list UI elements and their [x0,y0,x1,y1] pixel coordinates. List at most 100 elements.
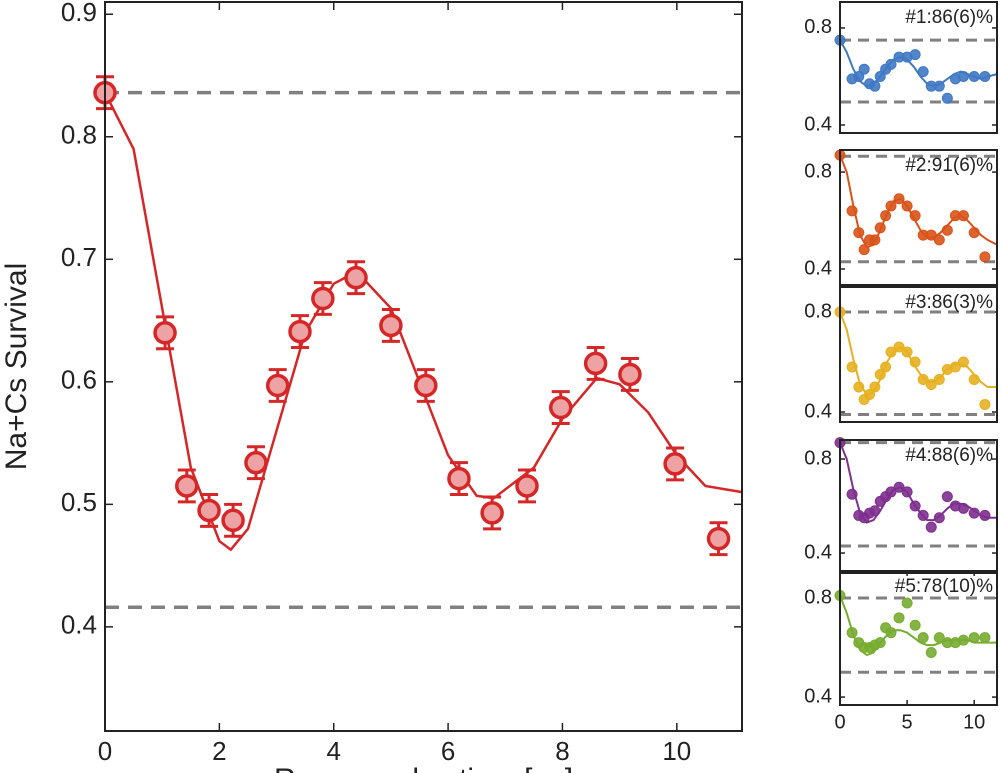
data-point [885,200,897,212]
data-point [925,229,937,241]
y-axis-label: Na+Cs Survival [0,263,33,471]
data-point [197,498,221,523]
axes-box [839,1,998,134]
data-point [853,70,865,82]
data-point [447,466,471,491]
data-point [885,346,897,358]
data-point [909,500,921,512]
data-point [968,70,980,82]
data-point [957,634,969,646]
data-point [175,474,199,498]
annotation: #4:88(6)% [905,445,993,466]
data-point [957,356,969,368]
data-point [874,369,886,380]
panel: 0.4 0.8 #4:88(6)% [804,437,998,574]
data-point [893,612,905,624]
data-point [901,200,913,212]
data-point [880,210,892,222]
data-point [846,361,858,373]
data-point [901,486,913,498]
data-point [909,210,921,222]
data-point [925,646,937,658]
y-tick-label: 0.4 [804,113,832,135]
data-point [925,521,937,533]
y-tick-label: 0.8 [804,160,832,182]
data-point [869,234,881,246]
data-point [901,597,913,609]
data-point [933,234,945,246]
data-point [244,450,268,475]
data-point [858,63,870,75]
data-point [846,488,858,500]
data-point [933,512,945,524]
y-tick-label: 0.4 [804,257,832,279]
data-point [846,205,858,217]
data-point [979,70,991,82]
data-point [344,265,368,290]
data-point [869,80,881,92]
data-point [941,92,953,104]
data-point [941,491,953,503]
data-point [968,632,980,644]
y-tick-label: 0.4 [804,400,832,422]
panel: 0.4 0.8 #1:86(6)% [804,1,998,135]
y-tick-label: 0.8 [804,586,832,608]
data-point [979,251,991,263]
data-point [265,373,290,398]
data-point [480,501,504,525]
data-point [311,286,335,311]
annotation: #2:91(6)% [905,155,993,176]
data-point [957,210,969,222]
panel: 0.4 0.5 0.6 0.7 0.8 0.9 0 2 4 6 8 10 Raman pulse tim… [0,0,743,773]
data-point [968,507,980,519]
data-point [925,379,937,390]
data-point [858,244,870,256]
data-point [853,227,865,239]
data-point [706,526,731,551]
y-tick-label: 0.8 [61,120,97,150]
data-point [968,374,980,385]
data-point [874,70,886,82]
data-point [933,80,945,92]
data-point [957,502,969,514]
data-point [864,389,876,400]
data-point [979,399,991,410]
data-point [414,373,438,398]
y-tick-label: 0.8 [804,300,832,322]
axes-box [839,439,998,574]
fit-line [103,92,743,552]
data-point [909,356,921,368]
annotation: #5:78(10)% [895,576,993,597]
x-tick-label: 4 [326,736,340,766]
y-tick-label: 0.9 [61,0,97,27]
data-point [885,627,897,639]
data-point [846,627,858,639]
data-point [379,313,403,338]
x-tick-label: 8 [555,736,569,766]
y-tick-label: 0.7 [61,242,97,272]
y-tick-label: 0.4 [804,541,832,563]
data-point [515,474,539,498]
panel: 0.4 0.8 #2:91(6)% [804,149,998,286]
data-point [153,321,177,345]
data-point [941,224,953,236]
data-point [909,49,921,61]
y-tick-label: 0.4 [61,610,97,640]
data-point [893,481,905,493]
x-tick-label: 6 [441,736,455,766]
data-point [933,632,945,644]
data-point [909,619,921,631]
data-point [288,319,312,344]
x-axis-label: Raman pulse time [µs] [274,763,573,773]
data-point [221,508,245,533]
data-point [618,362,642,387]
data-point [874,222,886,234]
x-tick-label: 0 [98,736,112,766]
data-point [853,381,865,393]
y-tick-label: 0.6 [61,365,97,395]
data-point [663,452,687,476]
data-point [917,509,929,521]
y-tick-label: 0.4 [804,685,832,707]
data-point [893,341,905,353]
